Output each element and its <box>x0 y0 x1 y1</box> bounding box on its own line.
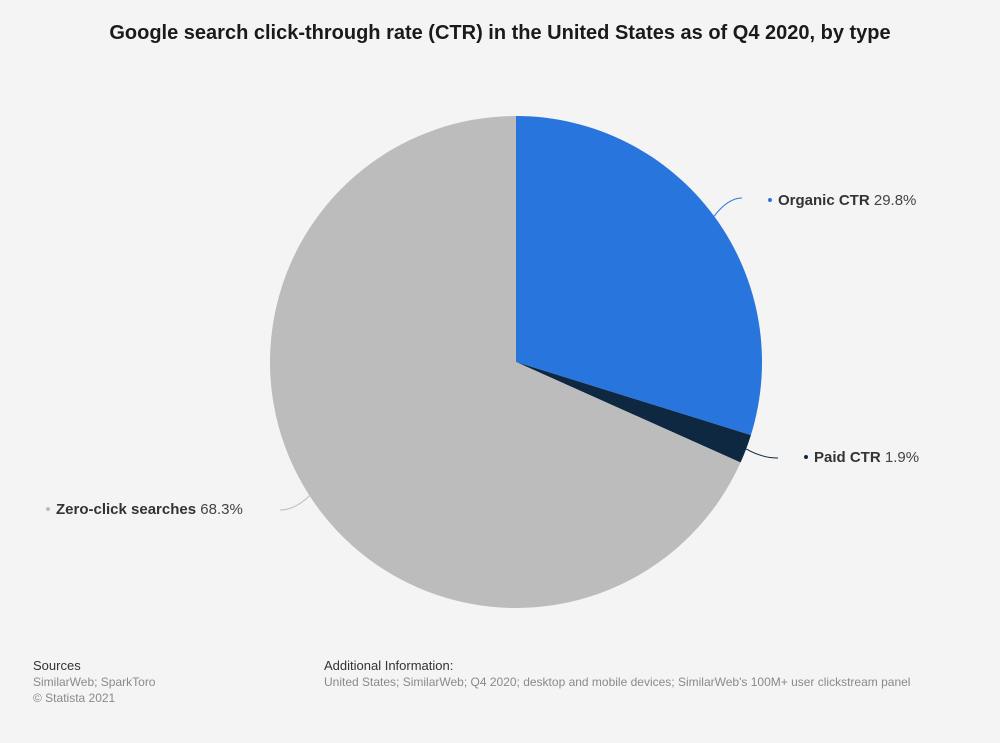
additional-info-heading[interactable]: Additional Information: <box>324 658 454 673</box>
label-connectors <box>279 197 779 511</box>
slice-label-paid-ctr: Paid CTR 1.9% <box>814 449 919 466</box>
sources-heading: Sources <box>33 658 81 673</box>
connector-paid-ctr <box>745 448 779 459</box>
copyright-text[interactable]: © Statista 2021 <box>33 691 116 705</box>
slice-label-zero-click-searches: Zero-click searches 68.3% <box>56 501 243 518</box>
pie-slice-zero-click-searches[interactable] <box>269 116 741 608</box>
sources-block: Sources SimilarWeb; SparkToro © Statista… <box>33 658 155 706</box>
sources-text[interactable]: SimilarWeb; SparkToro <box>33 675 156 689</box>
label-bullet-organic-ctr <box>768 198 772 202</box>
chart-title: Google search click-through rate (CTR) i… <box>109 22 891 44</box>
connector-organic-ctr <box>713 197 743 217</box>
label-bullet-paid-ctr <box>804 455 808 459</box>
additional-info-text: United States; SimilarWeb; Q4 2020; desk… <box>324 675 911 689</box>
connector-zero-click-searches <box>279 495 310 511</box>
slice-label-organic-ctr: Organic CTR 29.8% <box>778 192 916 209</box>
label-bullet-zero-click-searches <box>46 507 50 511</box>
pie-slice-paid-ctr[interactable] <box>516 362 751 463</box>
slice-labels: Organic CTR 29.8% Paid CTR 1.9% Zero-click… <box>46 192 919 518</box>
additional-info-block: Additional Information: United States; S… <box>324 658 910 690</box>
pie-slices <box>269 116 762 608</box>
pie-slice-organic-ctr[interactable] <box>516 116 762 436</box>
